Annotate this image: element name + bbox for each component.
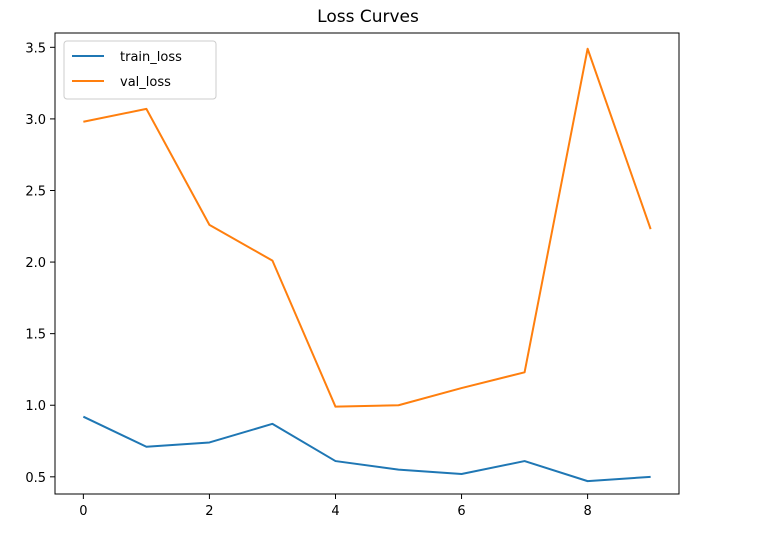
legend-label-train-loss: train_loss (120, 50, 182, 65)
y-tick-label: 1.5 (25, 328, 46, 343)
chart-title: Loss Curves (317, 7, 419, 27)
legend-label-val-loss: val_loss (120, 75, 171, 90)
y-tick-label: 2.0 (25, 256, 46, 271)
y-tick-label: 2.5 (25, 184, 46, 199)
x-axis: 0 2 4 6 8 (79, 494, 592, 519)
x-tick-label: 4 (331, 504, 339, 519)
x-tick-label: 6 (457, 504, 465, 519)
y-tick-label: 3.5 (25, 41, 46, 56)
series-line-val-loss (83, 47, 652, 408)
y-tick-label: 0.5 (25, 471, 46, 486)
x-tick-label: 0 (79, 504, 87, 519)
plot-area-frame (54, 32, 680, 495)
y-tick-label: 1.0 (25, 399, 46, 414)
series-layer (82, 47, 652, 483)
y-tick-label: 3.0 (25, 113, 46, 128)
series-line-train-loss (82, 415, 651, 483)
legend: train_loss val_loss (63, 40, 217, 100)
y-axis: 0.5 1.0 1.5 2.0 2.5 3.0 3.5 (25, 41, 55, 486)
x-tick-label: 8 (583, 504, 591, 519)
x-tick-label: 2 (205, 504, 213, 519)
